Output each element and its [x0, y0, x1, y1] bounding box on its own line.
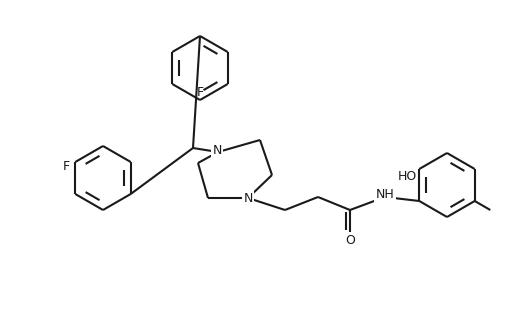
Text: F: F [63, 161, 70, 174]
Text: NH: NH [376, 189, 394, 202]
Text: N: N [243, 192, 253, 205]
Text: F: F [197, 86, 204, 100]
Text: N: N [213, 143, 222, 156]
Text: HO: HO [398, 169, 417, 183]
Text: O: O [345, 233, 355, 246]
